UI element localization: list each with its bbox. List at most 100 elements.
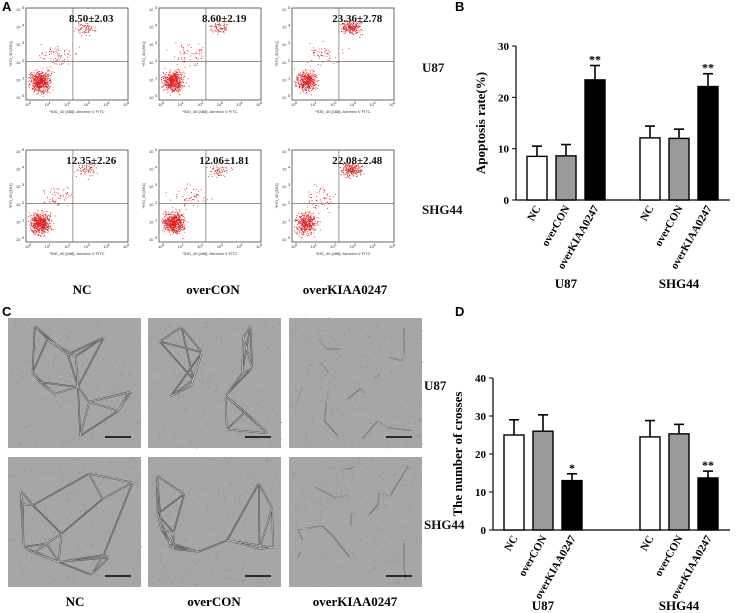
category-label: overCON bbox=[540, 203, 573, 248]
flow-plot: 10 010 010 110 110 210 210 310 310 410 410 510 5*530… bbox=[8, 147, 130, 256]
bar bbox=[697, 477, 719, 531]
y-tick-label: 10 bbox=[149, 149, 154, 154]
y-tick-label: 10 bbox=[149, 237, 154, 242]
y-tick-label: 10 bbox=[282, 237, 287, 242]
y-tick-label: 10 bbox=[16, 25, 21, 30]
x-tick-exponent: 4 bbox=[240, 100, 243, 105]
x-tick-exponent: 4 bbox=[107, 242, 110, 247]
x-tick-exponent: 5 bbox=[260, 242, 263, 247]
x-tick-label: 10 bbox=[178, 102, 183, 107]
x-tick-label: 10 bbox=[103, 102, 108, 107]
x-tick-exponent: 4 bbox=[373, 100, 376, 105]
x-tick-exponent: 2 bbox=[68, 100, 71, 105]
panel-letter-a: A bbox=[2, 0, 12, 14]
group-label: NC bbox=[66, 594, 85, 609]
y-tick-label: 10 bbox=[282, 184, 287, 189]
x-tick-label: 10 bbox=[45, 102, 50, 107]
x-tick-exponent: 0 bbox=[295, 242, 298, 247]
x-tick-exponent: 3 bbox=[221, 242, 224, 247]
y-tick-label: 10 bbox=[16, 77, 21, 82]
x-tick-label: 10 bbox=[25, 244, 30, 249]
y-tick-exponent: 2 bbox=[155, 58, 158, 63]
y-tick-label: 10 bbox=[149, 7, 154, 12]
y-tick-label: 10 bbox=[475, 487, 487, 499]
y-tick-label: 10 bbox=[282, 77, 287, 82]
x-tick-label: 10 bbox=[197, 102, 202, 107]
category-label: NC bbox=[638, 533, 656, 553]
x-tick-label: 10 bbox=[123, 102, 128, 107]
bar bbox=[532, 430, 554, 531]
y-tick-label: 10 bbox=[149, 95, 154, 100]
bar bbox=[697, 85, 719, 201]
scatter-dots bbox=[294, 19, 364, 96]
y-tick-label: 20 bbox=[498, 92, 510, 104]
micrograph bbox=[148, 317, 282, 449]
x-tick-label: 10 bbox=[197, 244, 202, 249]
y-tick-exponent: 4 bbox=[155, 23, 158, 28]
x-tick-label: 10 bbox=[123, 244, 128, 249]
x-tick-exponent: 5 bbox=[127, 100, 130, 105]
y-axis-label: *670_30 [561] bbox=[274, 42, 279, 67]
y-tick-label: 10 bbox=[16, 42, 21, 47]
x-tick-label: 10 bbox=[103, 244, 108, 249]
flow-plot: 10 010 010 110 110 210 210 310 310 410 410 510 5*530… bbox=[274, 147, 396, 256]
cell-line-label: SHG44 bbox=[424, 517, 465, 532]
y-tick-label: 0 bbox=[481, 525, 487, 537]
x-tick-label: 10 bbox=[330, 244, 335, 249]
bar bbox=[561, 479, 583, 531]
x-tick-exponent: 1 bbox=[315, 242, 318, 247]
y-tick-exponent: 3 bbox=[155, 40, 158, 45]
category-label: NC bbox=[638, 203, 656, 223]
x-tick-label: 10 bbox=[64, 102, 69, 107]
x-tick-exponent: 3 bbox=[88, 100, 91, 105]
panel-letter-b: B bbox=[455, 0, 464, 14]
scatter-dots bbox=[161, 20, 229, 96]
y-tick-label: 10 bbox=[16, 7, 21, 12]
x-tick-exponent: 0 bbox=[29, 100, 32, 105]
scatter-dots bbox=[294, 162, 365, 239]
tube-highlight bbox=[159, 325, 268, 434]
y-tick-label: 10 bbox=[16, 184, 21, 189]
x-tick-exponent: 3 bbox=[354, 100, 357, 105]
micrograph bbox=[8, 318, 141, 448]
y-tick-exponent: 5 bbox=[288, 5, 291, 10]
flow-cytometry-panel: 10 010 010 110 110 210 210 310 310 410 410 510 5*530… bbox=[8, 5, 463, 297]
y-tick-label: 10 bbox=[282, 42, 287, 47]
x-tick-exponent: 0 bbox=[162, 100, 165, 105]
x-tick-label: 10 bbox=[311, 244, 316, 249]
group-label: overCON bbox=[187, 594, 241, 609]
y-axis-title: The number of crosses bbox=[450, 392, 465, 517]
scatter-dots bbox=[161, 162, 233, 239]
x-tick-exponent: 1 bbox=[182, 100, 185, 105]
x-tick-label: 10 bbox=[291, 102, 296, 107]
x-tick-exponent: 3 bbox=[221, 100, 224, 105]
panel-letter-c: C bbox=[2, 304, 12, 319]
y-tick-exponent: 1 bbox=[288, 75, 291, 80]
x-tick-label: 10 bbox=[64, 244, 69, 249]
y-tick-label: 30 bbox=[498, 41, 510, 53]
flow-plot: 10 010 010 110 110 210 210 310 310 410 410 510 5*530… bbox=[8, 5, 130, 114]
quadrant-value: 8.60±2.19 bbox=[202, 13, 247, 25]
x-tick-label: 10 bbox=[350, 102, 355, 107]
x-tick-label: 10 bbox=[291, 244, 296, 249]
micrograph-background bbox=[289, 318, 422, 448]
y-tick-exponent: 4 bbox=[288, 23, 291, 28]
y-tick-label: 10 bbox=[149, 184, 154, 189]
y-tick-label: 10 bbox=[282, 95, 287, 100]
group-label: U87 bbox=[555, 276, 578, 291]
significance-marker: * bbox=[569, 461, 575, 475]
x-tick-label: 10 bbox=[369, 102, 374, 107]
y-tick-exponent: 3 bbox=[22, 40, 25, 45]
panel-letter-d: D bbox=[455, 304, 464, 319]
y-tick-exponent: 0 bbox=[155, 93, 158, 98]
tube-formation-panel: U87 SHG44 NC overCON overKIAA0247 bbox=[8, 317, 465, 609]
group-label: U87 bbox=[532, 598, 555, 613]
significance-marker: ** bbox=[702, 458, 714, 472]
cell-line-label: U87 bbox=[422, 60, 445, 75]
y-axis-label: *670_30 [561] bbox=[274, 184, 279, 209]
micrograph-background bbox=[8, 318, 141, 448]
texture bbox=[10, 318, 141, 448]
x-tick-exponent: 0 bbox=[295, 100, 298, 105]
y-tick-exponent: 3 bbox=[155, 182, 158, 187]
